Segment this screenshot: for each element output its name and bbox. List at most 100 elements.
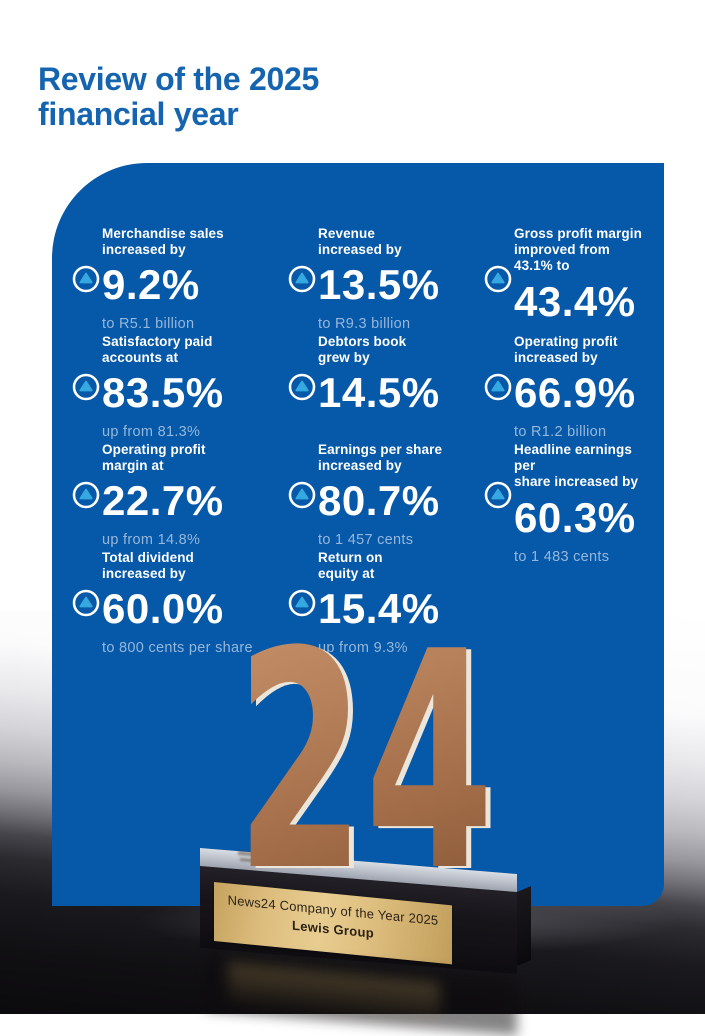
- icon-ring: [288, 373, 316, 401]
- stat-value: 15.4%: [318, 585, 440, 633]
- stat-label-line2: increased by: [102, 566, 186, 582]
- stat-value-row: 60.3%: [514, 494, 652, 542]
- stat-label: Total dividend increased by: [102, 550, 288, 582]
- up-triangle: [295, 596, 309, 608]
- stat-label: Operating profit margin at: [102, 442, 288, 474]
- stat-label-line2: increased by: [514, 350, 598, 366]
- stat-value: 60.0%: [102, 585, 224, 633]
- stat-label-line2: increased by: [318, 458, 402, 474]
- stat-value-row: 15.4%: [318, 585, 484, 633]
- stat-satisfactory-paid-accounts: Satisfactory paid accounts at 83.5% up fr…: [72, 334, 288, 442]
- stat-value-row: 13.5%: [318, 261, 484, 309]
- stat-label-line1: Revenue: [318, 226, 375, 241]
- stat-note: up from 14.8%: [102, 532, 201, 549]
- stat-label-line1: Total dividend: [102, 550, 194, 565]
- stat-value: 80.7%: [318, 477, 440, 525]
- stat-value: 9.2%: [102, 261, 200, 309]
- icon-ring: [288, 481, 316, 509]
- stat-label-line2: grew by: [318, 350, 370, 366]
- stat-label-line1: Satisfactory paid: [102, 334, 213, 349]
- stat-label: Merchandise sales increased by: [102, 226, 288, 258]
- stat-total-dividend: Total dividend increased by 60.0% to 800 …: [72, 550, 288, 658]
- stat-value-row: 22.7%: [102, 477, 288, 525]
- stat-label-line2: margin at: [102, 458, 164, 474]
- stat-value-row: 60.0%: [102, 585, 288, 633]
- up-triangle: [295, 488, 309, 500]
- stat-label: Gross profit margin improved from 43.1% t…: [514, 226, 652, 275]
- icon-ring: [288, 589, 316, 617]
- page-title-line2: financial year: [38, 96, 239, 133]
- stat-label-line1: Earnings per share: [318, 442, 443, 457]
- stat-label-line1: Headline earnings per: [514, 442, 632, 474]
- stat-label-line1: Merchandise sales: [102, 226, 224, 241]
- stat-value-row: 43.4%: [514, 278, 652, 326]
- stat-value: 66.9%: [514, 369, 636, 417]
- stat-earnings-per-share: Earnings per share increased by 80.7% to …: [288, 442, 484, 550]
- up-triangle: [79, 488, 93, 500]
- stat-value: 83.5%: [102, 369, 224, 417]
- stat-label: Headline earnings per share increased by: [514, 442, 652, 491]
- icon-ring: [484, 265, 512, 293]
- stat-label: Revenue increased by: [318, 226, 484, 258]
- stat-label-line1: Debtors book: [318, 334, 407, 349]
- stat-merchandise-sales: Merchandise sales increased by 9.2% to R5…: [72, 226, 288, 334]
- stat-note: to R1.2 billion: [514, 424, 607, 441]
- stat-note: to 1 483 cents: [514, 548, 610, 565]
- stat-value-row: 9.2%: [102, 261, 288, 309]
- stat-operating-profit-margin: Operating profit margin at 22.7% up from …: [72, 442, 288, 550]
- stat-label-line2: accounts at: [102, 350, 179, 366]
- up-arrow-circle-icon: [72, 589, 100, 617]
- up-triangle: [491, 380, 505, 392]
- stat-revenue: Revenue increased by 13.5% to R9.3 billio…: [288, 226, 484, 334]
- up-arrow-circle-icon: [484, 481, 512, 509]
- stats-panel: Merchandise sales increased by 9.2% to R5…: [52, 163, 664, 906]
- stat-label: Operating profit increased by: [514, 334, 652, 366]
- stat-label-line2: improved from 43.1% to: [514, 242, 610, 274]
- up-triangle: [491, 488, 505, 500]
- stat-note: up from 81.3%: [102, 424, 201, 441]
- stat-value-row: 83.5%: [102, 369, 288, 417]
- stat-value: 13.5%: [318, 261, 440, 309]
- icon-ring: [72, 265, 100, 293]
- stat-gross-profit-margin: Gross profit margin improved from 43.1% t…: [484, 226, 652, 334]
- up-arrow-circle-icon: [484, 265, 512, 293]
- stat-label-line1: Operating profit: [514, 334, 618, 349]
- stat-label-line2: increased by: [102, 242, 186, 258]
- stat-label-line2: increased by: [318, 242, 402, 258]
- up-triangle: [491, 272, 505, 284]
- icon-ring: [288, 265, 316, 293]
- page-title: Review of the 2025 financial year: [38, 61, 319, 133]
- icon-ring: [484, 373, 512, 401]
- stat-label-line1: Operating profit: [102, 442, 206, 457]
- page-title-line1: Review of the 2025: [38, 61, 319, 97]
- icon-ring: [72, 481, 100, 509]
- up-arrow-circle-icon: [484, 373, 512, 401]
- stat-label: Earnings per share increased by: [318, 442, 484, 474]
- up-arrow-circle-icon: [72, 265, 100, 293]
- up-arrow-circle-icon: [72, 373, 100, 401]
- stat-label: Debtors book grew by: [318, 334, 484, 366]
- up-arrow-circle-icon: [288, 265, 316, 293]
- up-triangle: [295, 380, 309, 392]
- stats-grid: Merchandise sales increased by 9.2% to R5…: [72, 226, 652, 658]
- stat-operating-profit: Operating profit increased by 66.9% to R1…: [484, 334, 652, 442]
- stat-headline-earnings: Headline earnings per share increased by …: [484, 442, 652, 565]
- stat-return-on-equity: Return on equity at 15.4% up from 9.3%: [288, 550, 484, 658]
- stat-value-row: 80.7%: [318, 477, 484, 525]
- up-triangle: [295, 272, 309, 284]
- stat-value: 22.7%: [102, 477, 224, 525]
- stat-label: Satisfactory paid accounts at: [102, 334, 288, 366]
- stat-note: to R9.3 billion: [318, 316, 411, 333]
- icon-ring: [72, 589, 100, 617]
- stat-value-row: 66.9%: [514, 369, 652, 417]
- stat-label-line1: Return on: [318, 550, 383, 565]
- stat-value-row: 14.5%: [318, 369, 484, 417]
- icon-ring: [484, 481, 512, 509]
- up-arrow-circle-icon: [288, 373, 316, 401]
- stat-label-line2: share increased by: [514, 474, 639, 490]
- stat-value: 43.4%: [514, 277, 636, 325]
- up-triangle: [79, 596, 93, 608]
- stat-note: to 800 cents per share: [102, 640, 253, 657]
- icon-ring: [72, 373, 100, 401]
- up-triangle: [79, 380, 93, 392]
